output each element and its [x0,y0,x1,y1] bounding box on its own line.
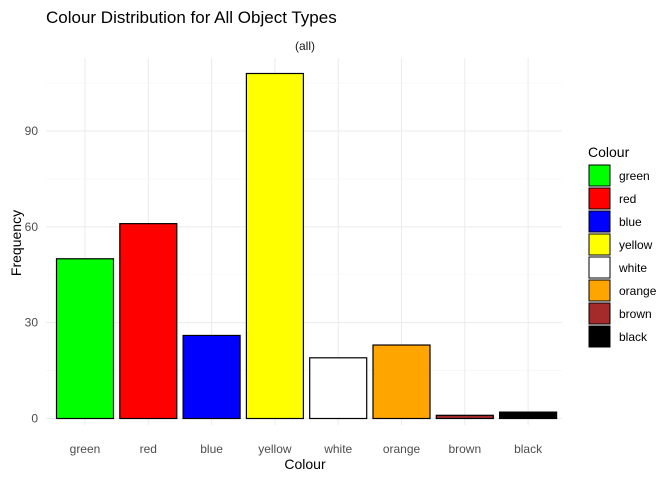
legend-label: brown [619,307,652,321]
y-tick-label: 30 [25,316,39,330]
legend-key-black [588,325,611,348]
x-axis-title: Colour [284,456,326,472]
legend-label: green [619,169,650,183]
x-tick-label: black [514,442,543,456]
legend-label: yellow [619,238,653,252]
legend-key-orange [588,279,611,302]
legend-key-green [588,164,611,187]
legend-key-red [588,187,611,210]
chart-title: Colour Distribution for All Object Types [46,8,337,27]
bar-white [309,357,368,420]
bar-blue [182,334,241,420]
y-axis-title: Frequency [8,210,24,276]
x-tick-label: blue [200,442,223,456]
legend-label: black [619,330,648,344]
y-tick-label: 60 [25,220,39,234]
x-tick-label: green [70,442,101,456]
y-tick-label: 90 [25,124,39,138]
legend-key-white [588,256,611,279]
legend-label: orange [619,284,657,298]
x-tick-label: orange [383,442,421,456]
legend-label: red [619,192,636,206]
y-axis-ticks: 0 30 60 90 [25,124,39,426]
bar-red [119,223,178,420]
x-axis-ticks: green red blue yellow white orange brown black [70,442,543,456]
legend-key-yellow [588,233,611,256]
legend: Colour green red blue yellow white orange brow… [588,144,657,348]
x-tick-label: white [323,442,352,456]
y-tick-label: 0 [31,412,38,426]
legend-title: Colour [588,144,630,160]
bar-orange [372,344,431,420]
x-tick-label: yellow [258,442,292,456]
legend-key-brown [588,302,611,325]
bars [55,72,558,420]
bar-yellow [245,72,304,420]
legend-label: blue [619,215,642,229]
bar-brown [435,414,494,420]
facet-label: (all) [295,39,315,53]
bar-black [499,411,558,420]
bar-green [55,258,115,420]
legend-label: white [618,261,647,275]
legend-key-blue [588,210,611,233]
x-tick-label: brown [448,442,481,456]
x-tick-label: red [140,442,157,456]
